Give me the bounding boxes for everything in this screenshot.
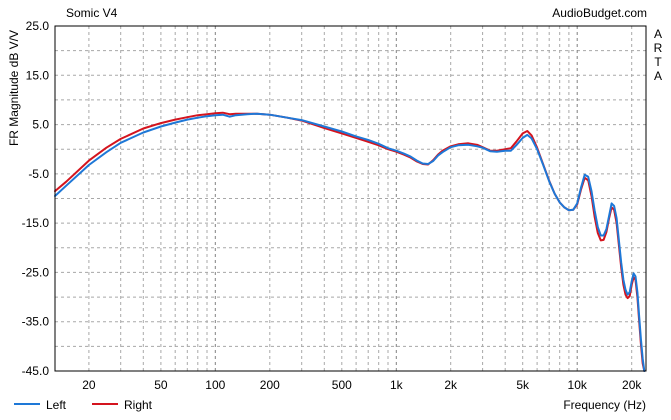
y-tick-label: -15.0	[22, 216, 50, 230]
series-layer	[54, 111, 646, 372]
watermark-letter: A	[654, 69, 662, 83]
legend-label-right: Right	[124, 398, 153, 412]
series-line-left	[54, 112, 646, 372]
y-tick-label: 5.0	[32, 118, 49, 132]
y-tick-label: 15.0	[26, 68, 50, 82]
y-tick-labels: 25.0 15.0 5.0 -5.0 -15.0 -25.0 -35.0 -45.0	[22, 19, 50, 378]
x-tick-label: 20	[82, 378, 96, 392]
y-tick-label: 25.0	[26, 19, 50, 33]
x-tick-label: 50	[154, 378, 168, 392]
watermark-letter: R	[654, 41, 663, 55]
x-tick-label: 200	[260, 378, 280, 392]
legend: Left Right	[14, 398, 153, 412]
plot-frame	[54, 25, 647, 372]
chart-title: Somic V4	[66, 6, 118, 20]
y-tick-label: -45.0	[22, 364, 50, 378]
x-tick-label: 2k	[444, 378, 458, 392]
source-label: AudioBudget.com	[552, 6, 647, 20]
watermark-letter: A	[654, 27, 662, 41]
x-tick-label: 5k	[516, 378, 530, 392]
y-tick-label: -5.0	[28, 167, 49, 181]
watermark-letter: T	[654, 55, 662, 69]
y-tick-label: -25.0	[22, 265, 50, 279]
x-tick-label: 10k	[568, 378, 588, 392]
x-tick-label: 1k	[390, 378, 404, 392]
x-tick-label: 20k	[622, 378, 642, 392]
x-axis-label: Frequency (Hz)	[563, 398, 646, 412]
y-tick-label: -35.0	[22, 315, 50, 329]
x-tick-label: 100	[205, 378, 225, 392]
x-tick-labels: 20 50 100 200 500 1k 2k 5k 10k 20k	[82, 378, 642, 392]
y-axis-label: FR Magnitude dB V/V	[7, 30, 21, 146]
legend-label-left: Left	[46, 398, 67, 412]
x-tick-label: 500	[332, 378, 352, 392]
